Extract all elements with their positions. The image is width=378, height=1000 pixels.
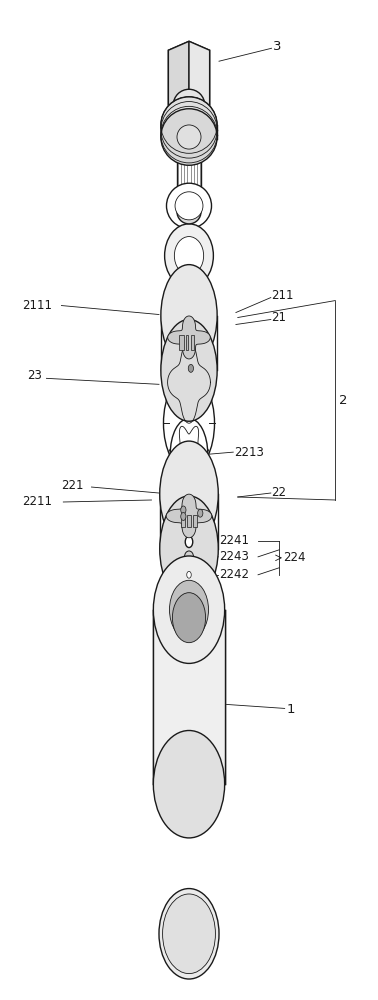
Ellipse shape bbox=[161, 265, 217, 366]
Ellipse shape bbox=[164, 336, 214, 429]
Text: 1: 1 bbox=[287, 703, 295, 716]
Ellipse shape bbox=[164, 224, 214, 288]
Bar bbox=[187, 515, 191, 527]
Ellipse shape bbox=[160, 496, 218, 602]
Ellipse shape bbox=[198, 509, 203, 517]
Ellipse shape bbox=[172, 593, 206, 643]
Bar bbox=[193, 515, 197, 527]
Polygon shape bbox=[189, 41, 210, 114]
Text: 211: 211 bbox=[271, 289, 294, 302]
Text: 2241: 2241 bbox=[219, 534, 249, 547]
Polygon shape bbox=[168, 41, 189, 114]
Ellipse shape bbox=[184, 563, 194, 575]
Text: 2242: 2242 bbox=[219, 568, 249, 581]
Text: 3: 3 bbox=[273, 40, 282, 53]
Ellipse shape bbox=[161, 109, 217, 165]
Ellipse shape bbox=[185, 536, 193, 548]
Text: 2213: 2213 bbox=[234, 446, 264, 459]
Ellipse shape bbox=[181, 506, 186, 514]
Ellipse shape bbox=[161, 97, 217, 153]
Bar bbox=[191, 335, 194, 350]
Ellipse shape bbox=[174, 237, 204, 275]
Ellipse shape bbox=[177, 200, 201, 224]
Bar bbox=[153, 610, 225, 784]
Polygon shape bbox=[166, 494, 212, 538]
Ellipse shape bbox=[160, 441, 218, 547]
Text: 2211: 2211 bbox=[22, 495, 52, 508]
Ellipse shape bbox=[184, 551, 194, 563]
Ellipse shape bbox=[153, 556, 225, 663]
Ellipse shape bbox=[169, 580, 209, 639]
Bar bbox=[179, 335, 184, 350]
Ellipse shape bbox=[175, 192, 203, 220]
Ellipse shape bbox=[188, 364, 194, 372]
Ellipse shape bbox=[159, 889, 219, 979]
Ellipse shape bbox=[173, 89, 205, 121]
Ellipse shape bbox=[181, 513, 186, 520]
Text: 22: 22 bbox=[271, 486, 287, 499]
Ellipse shape bbox=[170, 418, 208, 490]
Text: 2: 2 bbox=[339, 394, 348, 407]
Ellipse shape bbox=[163, 375, 215, 472]
Ellipse shape bbox=[184, 557, 194, 569]
Text: 2111: 2111 bbox=[22, 299, 52, 312]
Text: 224: 224 bbox=[283, 551, 305, 564]
Text: 221: 221 bbox=[61, 479, 84, 492]
Bar bbox=[181, 515, 185, 527]
Polygon shape bbox=[168, 316, 210, 359]
Polygon shape bbox=[168, 41, 210, 114]
Ellipse shape bbox=[184, 567, 194, 582]
Ellipse shape bbox=[153, 730, 225, 838]
Ellipse shape bbox=[173, 109, 205, 141]
Text: 23: 23 bbox=[27, 369, 42, 382]
Bar bbox=[186, 335, 189, 350]
Ellipse shape bbox=[187, 571, 191, 578]
Ellipse shape bbox=[166, 183, 212, 228]
Ellipse shape bbox=[163, 894, 215, 974]
Text: 2243: 2243 bbox=[219, 550, 249, 563]
Ellipse shape bbox=[161, 319, 217, 421]
Text: 21: 21 bbox=[271, 311, 287, 324]
Ellipse shape bbox=[177, 125, 201, 149]
